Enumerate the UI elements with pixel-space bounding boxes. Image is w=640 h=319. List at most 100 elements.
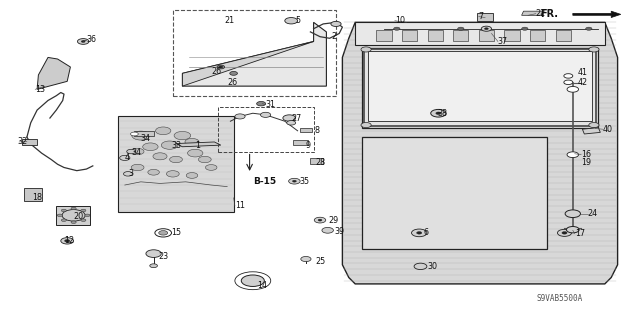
Circle shape <box>566 226 579 233</box>
Text: 28: 28 <box>315 158 325 167</box>
Circle shape <box>301 256 311 262</box>
Circle shape <box>567 86 579 92</box>
Circle shape <box>564 74 573 78</box>
Text: 41: 41 <box>578 68 588 77</box>
Text: 17: 17 <box>575 229 585 238</box>
Text: 1: 1 <box>195 141 200 150</box>
Text: 15: 15 <box>172 228 182 237</box>
Polygon shape <box>573 11 621 18</box>
Text: 34: 34 <box>141 134 151 143</box>
Circle shape <box>318 219 322 221</box>
Text: 21: 21 <box>224 16 234 25</box>
Text: 32: 32 <box>18 137 28 146</box>
Circle shape <box>131 132 138 136</box>
Circle shape <box>185 138 199 145</box>
Text: 14: 14 <box>257 281 268 290</box>
Polygon shape <box>182 41 314 86</box>
Text: 30: 30 <box>428 262 438 271</box>
Circle shape <box>414 263 427 270</box>
Text: B-15: B-15 <box>253 177 276 186</box>
Circle shape <box>81 41 85 42</box>
Circle shape <box>522 27 528 30</box>
Circle shape <box>331 21 341 26</box>
Circle shape <box>150 264 157 268</box>
Circle shape <box>567 152 579 158</box>
Circle shape <box>412 229 427 237</box>
Circle shape <box>156 127 171 135</box>
Polygon shape <box>504 30 520 41</box>
Circle shape <box>166 171 179 177</box>
Text: 24: 24 <box>588 209 598 218</box>
Text: 27: 27 <box>291 114 301 122</box>
Circle shape <box>65 240 70 242</box>
Circle shape <box>562 232 567 234</box>
Circle shape <box>71 221 76 224</box>
Polygon shape <box>176 142 221 147</box>
Text: 6: 6 <box>424 228 429 237</box>
Circle shape <box>289 178 300 184</box>
Circle shape <box>161 141 178 149</box>
Text: 26: 26 <box>211 67 221 76</box>
Circle shape <box>314 217 326 223</box>
Polygon shape <box>582 128 600 134</box>
Circle shape <box>170 156 182 163</box>
Text: 35: 35 <box>300 177 310 186</box>
Text: S9VAB5500A: S9VAB5500A <box>536 294 582 303</box>
Text: 38: 38 <box>437 109 447 118</box>
Circle shape <box>436 112 441 115</box>
Circle shape <box>85 214 90 217</box>
Polygon shape <box>362 137 547 249</box>
Circle shape <box>143 143 158 151</box>
Text: 20: 20 <box>74 212 84 221</box>
Circle shape <box>146 250 161 257</box>
Circle shape <box>127 149 136 154</box>
Polygon shape <box>368 51 592 121</box>
Polygon shape <box>362 48 598 128</box>
Text: 11: 11 <box>235 201 245 210</box>
Polygon shape <box>402 30 417 41</box>
Circle shape <box>394 27 400 30</box>
Circle shape <box>230 71 237 75</box>
Text: 36: 36 <box>86 35 97 44</box>
Circle shape <box>81 219 86 221</box>
Circle shape <box>257 101 266 106</box>
Polygon shape <box>477 13 493 21</box>
Text: 9: 9 <box>305 141 310 150</box>
Polygon shape <box>342 22 618 284</box>
Polygon shape <box>293 140 308 145</box>
Text: 18: 18 <box>32 193 42 202</box>
Circle shape <box>188 149 203 157</box>
Circle shape <box>589 122 599 128</box>
Circle shape <box>131 164 144 171</box>
Circle shape <box>565 210 580 218</box>
Polygon shape <box>355 22 605 45</box>
Circle shape <box>260 112 271 117</box>
Polygon shape <box>556 30 571 41</box>
Circle shape <box>235 114 245 119</box>
Circle shape <box>71 207 76 210</box>
Text: 3: 3 <box>128 169 133 178</box>
Circle shape <box>61 219 67 221</box>
Text: 10: 10 <box>395 16 405 25</box>
Circle shape <box>174 131 191 140</box>
Circle shape <box>81 209 86 212</box>
Circle shape <box>481 26 492 31</box>
Polygon shape <box>479 30 494 41</box>
Text: 19: 19 <box>581 158 591 167</box>
Text: 4: 4 <box>125 153 130 162</box>
Circle shape <box>77 39 89 44</box>
Circle shape <box>361 122 371 128</box>
Circle shape <box>589 47 599 52</box>
Circle shape <box>148 169 159 175</box>
Text: 13: 13 <box>35 85 45 94</box>
Polygon shape <box>134 131 154 136</box>
Circle shape <box>431 109 446 117</box>
Text: 34: 34 <box>131 148 141 157</box>
Polygon shape <box>182 22 326 86</box>
Circle shape <box>132 131 150 140</box>
Circle shape <box>205 165 217 170</box>
Circle shape <box>124 172 132 176</box>
Text: FR.: FR. <box>540 9 558 19</box>
Text: 39: 39 <box>335 227 345 236</box>
Text: 16: 16 <box>581 150 591 159</box>
